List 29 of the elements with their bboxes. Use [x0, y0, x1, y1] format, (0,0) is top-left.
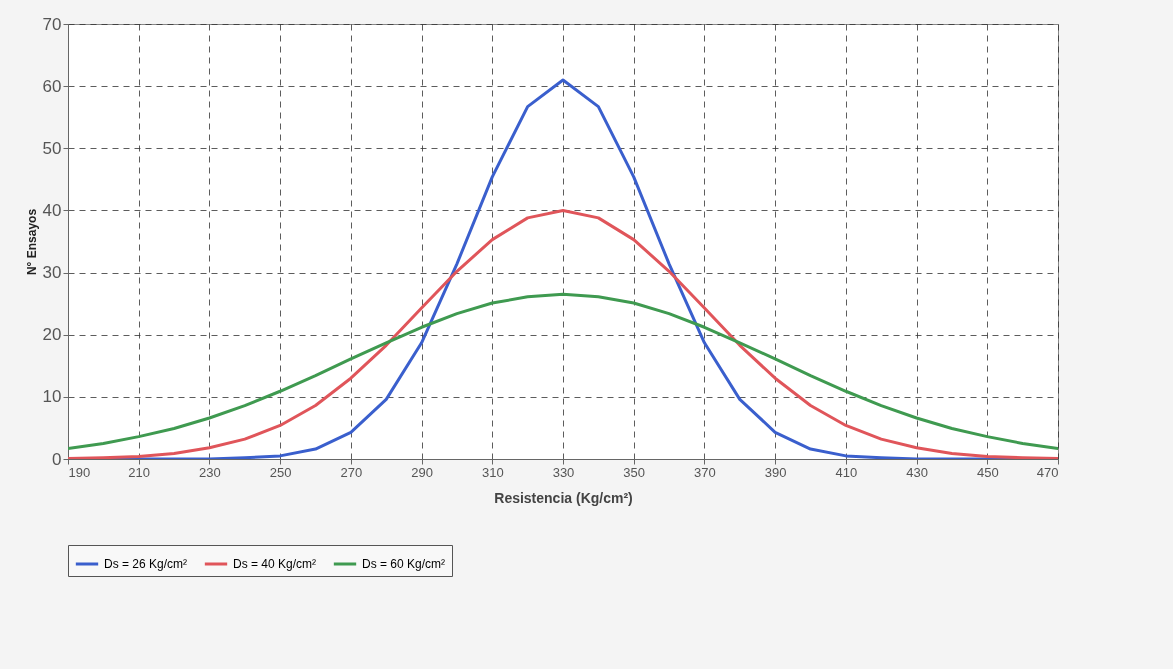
- y-axis-title: N° Ensayos: [24, 208, 39, 276]
- legend-label: Ds = 60 Kg/cm²: [362, 557, 446, 571]
- y-tick-label: 20: [42, 325, 62, 345]
- x-tick-label: 470: [1036, 464, 1059, 480]
- line-series: [68, 292, 1058, 450]
- x-tick-label: 390: [764, 464, 787, 480]
- y-tick-label: 70: [42, 14, 62, 34]
- x-tick-label: 290: [411, 464, 433, 480]
- y-tick-label: 0: [52, 449, 62, 469]
- x-tick-label: 430: [906, 464, 928, 480]
- x-tick-label: 270: [340, 464, 363, 480]
- x-tick-label: 450: [976, 464, 999, 480]
- legend-label: Ds = 26 Kg/cm²: [104, 557, 188, 571]
- x-tick-label: 410: [835, 464, 858, 480]
- x-tick-label: 350: [623, 464, 646, 480]
- x-tick-label: 190: [68, 464, 91, 480]
- y-tick-label: 60: [42, 76, 62, 96]
- y-tick-label: 50: [42, 138, 62, 158]
- y-tick-label: 10: [42, 387, 62, 407]
- x-tick-label: 370: [694, 464, 716, 480]
- y-tick-label: 40: [42, 200, 62, 220]
- x-tick-label: 310: [481, 464, 504, 480]
- y-tick-label: 30: [42, 263, 62, 283]
- legend-label: Ds = 40 Kg/cm²: [233, 557, 317, 571]
- x-tick-label: 250: [269, 464, 292, 480]
- x-tick-label: 230: [199, 464, 221, 480]
- x-axis-title: Resistencia (Kg/cm²): [494, 489, 633, 506]
- x-tick-label: 210: [128, 464, 151, 480]
- x-tick-label: 330: [552, 464, 575, 480]
